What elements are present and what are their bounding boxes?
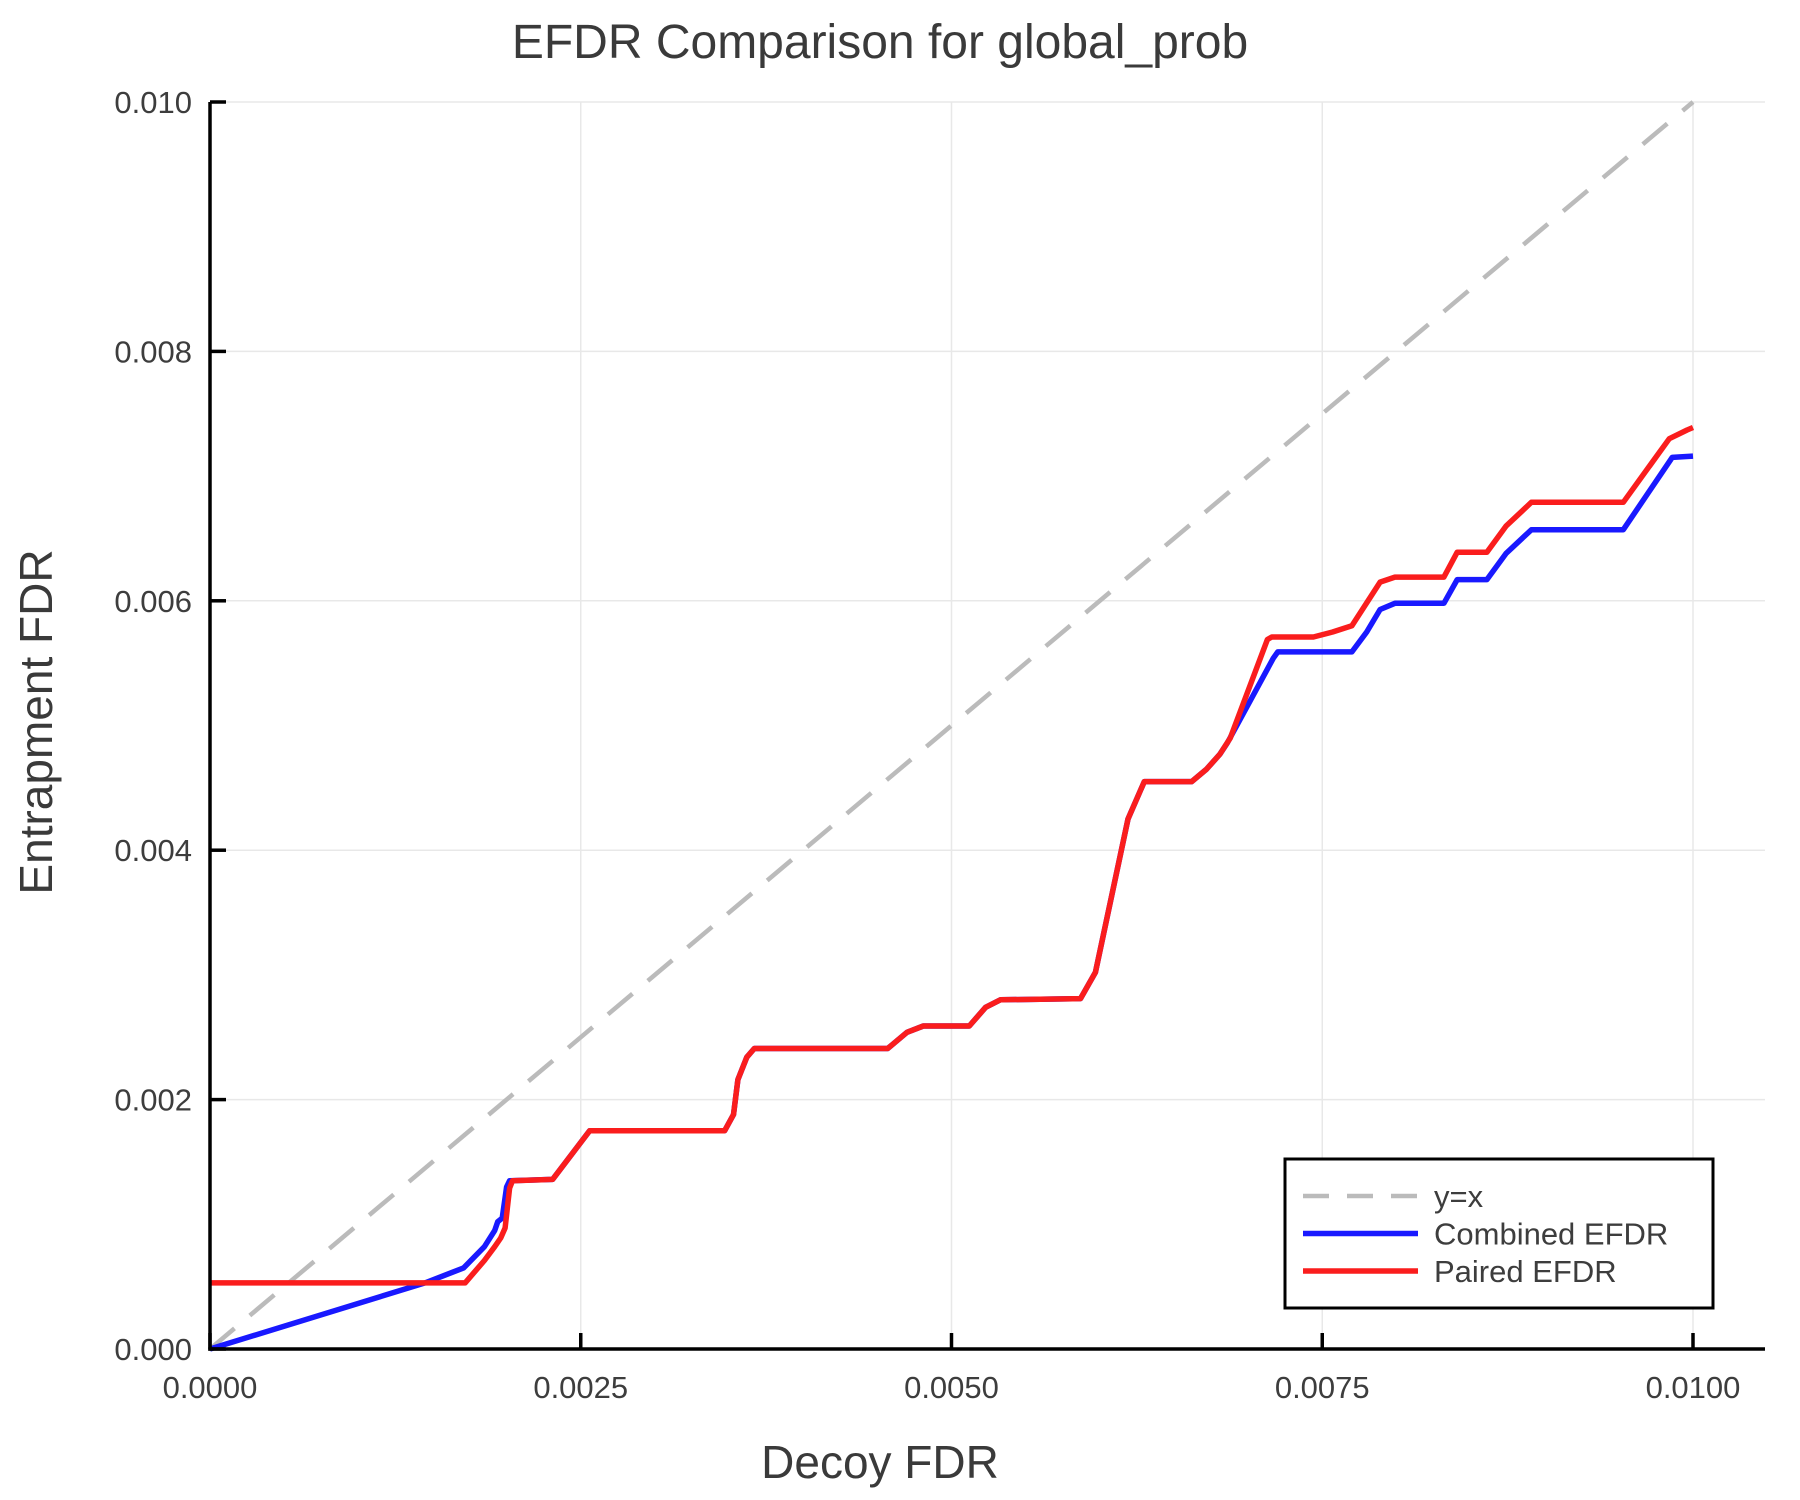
x-tick-label: 0.0000: [163, 1370, 258, 1405]
grid-layer: [209, 101, 1765, 1350]
y-tick-label: 0.006: [114, 584, 192, 619]
series-layer: [208, 100, 1695, 1352]
x-tick-label: 0.0075: [1275, 1370, 1370, 1405]
axes-layer: [208, 100, 1765, 1351]
x-tick-label: 0.0050: [904, 1370, 999, 1405]
y-tick-label: 0.008: [114, 334, 192, 369]
x-axis-label: Decoy FDR: [761, 1436, 999, 1488]
y-tick-label: 0.010: [114, 85, 192, 120]
y-tick-label: 0.002: [114, 1083, 192, 1118]
identity-line: [208, 100, 1695, 1351]
y-axis-label: Entrapment FDR: [10, 549, 62, 894]
tick-label-layer: 0.0000 0.0025 0.0050 0.0075 0.0100 0.000 0.002…: [114, 85, 1740, 1405]
legend-item-label: Combined EFDR: [1434, 1217, 1668, 1252]
legend-item-label: Paired EFDR: [1434, 1254, 1617, 1289]
x-tick-label: 0.0100: [1646, 1370, 1741, 1405]
paired-efdr-line: [210, 424, 1695, 1286]
x-tick-label: 0.0025: [533, 1370, 628, 1405]
y-tick-label: 0.000: [114, 1332, 192, 1367]
chart-title: EFDR Comparison for global_prob: [512, 16, 1248, 69]
legend-item-label: y=x: [1434, 1179, 1484, 1214]
y-tick-label: 0.004: [114, 833, 192, 868]
